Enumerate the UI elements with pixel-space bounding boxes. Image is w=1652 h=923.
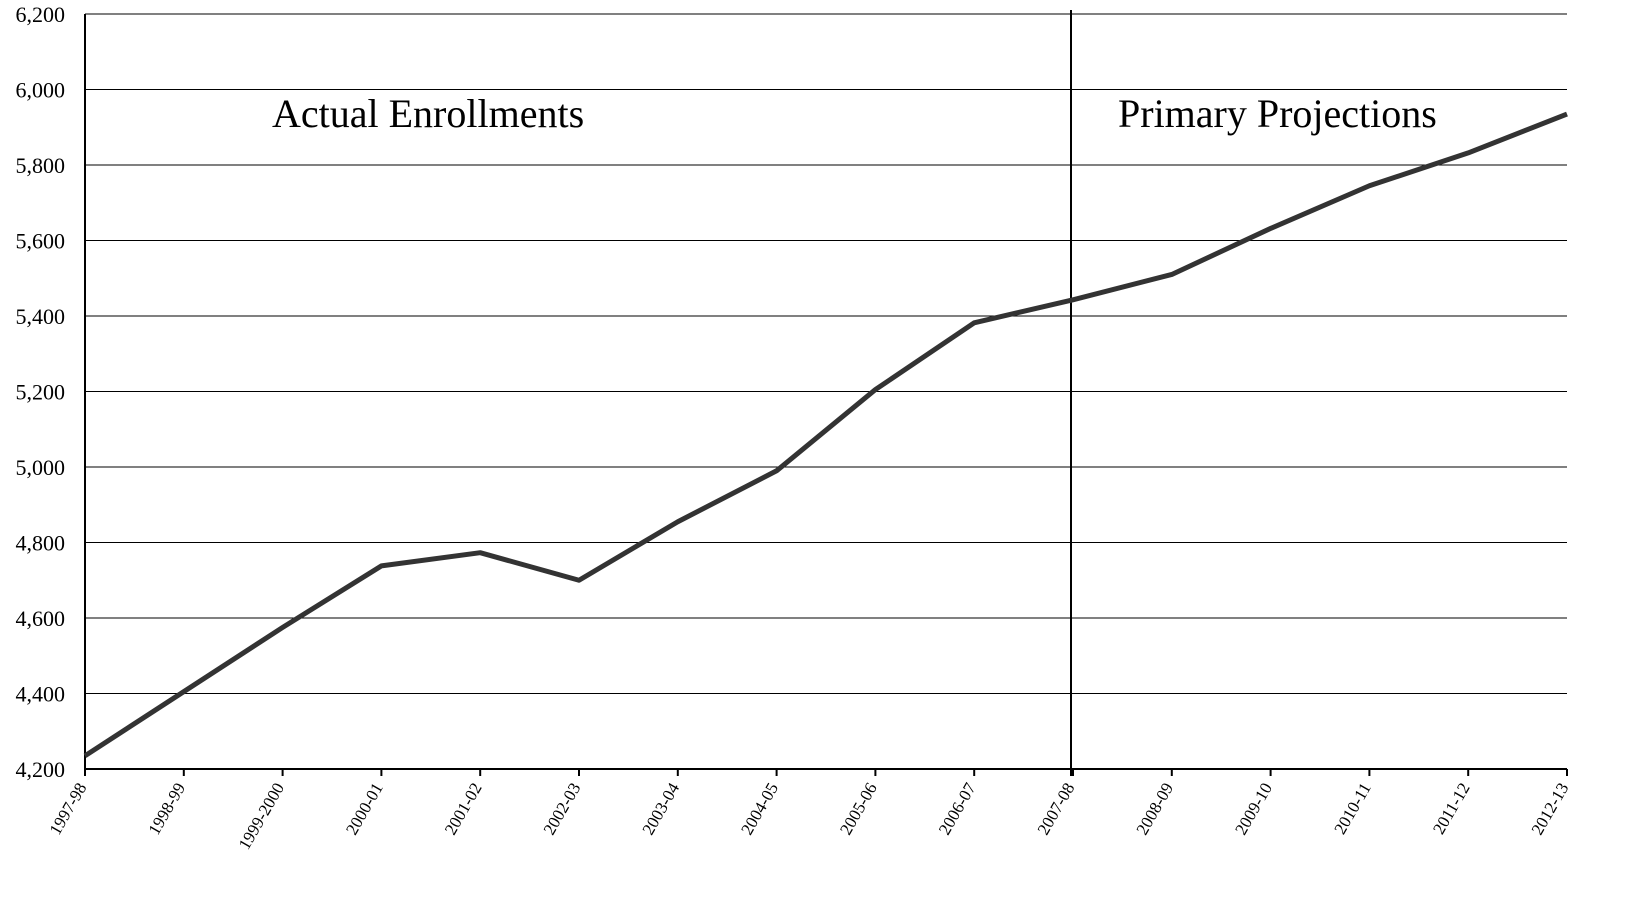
x-tick-label: 2005-06 (836, 780, 881, 839)
x-axis-ticks (84, 769, 1568, 776)
y-tick-label: 6,200 (16, 2, 66, 27)
y-tick-label: 5,800 (16, 153, 66, 178)
x-tick-label: 2007-08 (1034, 780, 1079, 839)
y-tick-label: 4,600 (16, 606, 66, 631)
enrollment-series-line (83, 111, 1568, 758)
x-tick-label: 2008-09 (1132, 780, 1177, 839)
y-tick-label: 5,000 (16, 455, 66, 480)
x-tick-label: 1997-98 (46, 780, 91, 839)
x-tick-label: 2010-11 (1330, 780, 1374, 838)
annotation-primary-projections: Primary Projections (1118, 91, 1437, 136)
x-tick-label: 2001-02 (441, 780, 486, 839)
x-axis-tick-labels: 1997-98 1998-99 1999-2000 2000-01 2001-02 200… (46, 779, 1573, 853)
x-tick-label: 2004-05 (737, 780, 782, 839)
x-tick-label: 1998-99 (144, 780, 189, 839)
x-tick-label: 2002-03 (540, 780, 585, 839)
y-axis-tick-labels: 4,200 4,400 4,600 4,800 5,000 5,200 5,400 5,600… (16, 2, 66, 782)
x-tick-label: 2012-13 (1528, 780, 1573, 839)
x-tick-label: 2011-12 (1429, 780, 1473, 838)
annotation-actual-enrollments: Actual Enrollments (272, 91, 584, 136)
y-tick-label: 5,200 (16, 380, 66, 405)
y-tick-label: 6,000 (16, 78, 66, 103)
x-tick-label: 2006-07 (935, 779, 980, 838)
y-tick-label: 5,400 (16, 304, 66, 329)
y-tick-label: 4,200 (16, 757, 66, 782)
y-tick-label: 4,800 (16, 531, 66, 556)
y-tick-label: 5,600 (16, 229, 66, 254)
horizontal-gridlines (85, 13, 1567, 770)
x-tick-label: 1999-2000 (235, 780, 288, 853)
x-tick-label: 2009-10 (1231, 780, 1276, 839)
y-tick-label: 4,400 (16, 682, 66, 707)
x-tick-label: 2000-01 (342, 780, 387, 839)
x-tick-label: 2003-04 (638, 779, 683, 838)
